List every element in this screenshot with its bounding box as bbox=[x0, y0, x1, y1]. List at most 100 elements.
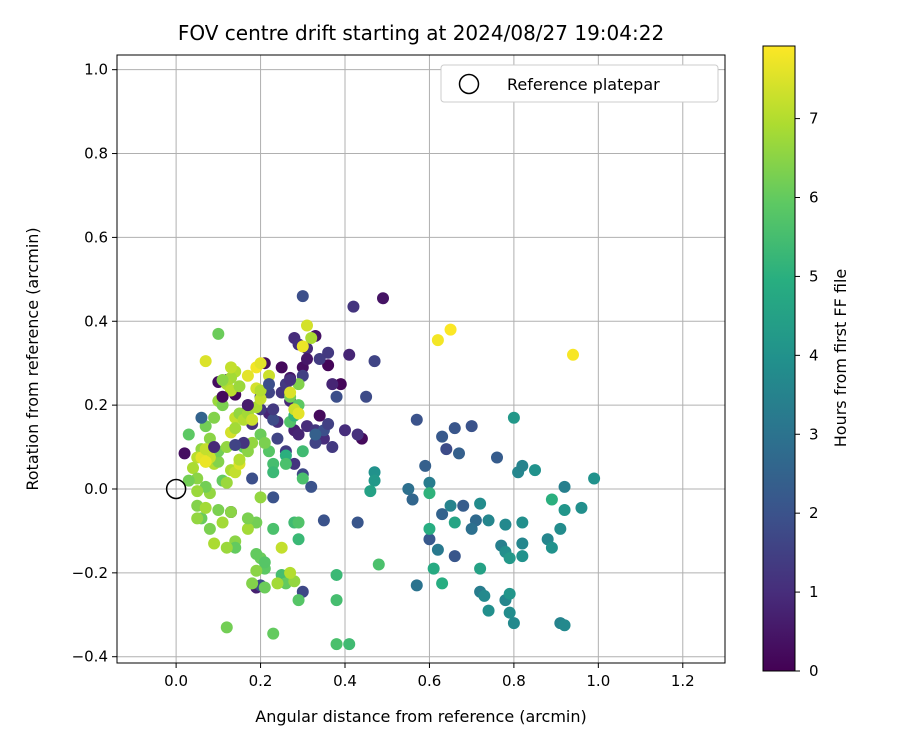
data-point bbox=[507, 617, 520, 630]
data-point bbox=[529, 464, 541, 477]
data-point bbox=[301, 353, 313, 365]
data-point bbox=[225, 506, 237, 519]
data-point bbox=[199, 501, 212, 514]
data-point bbox=[246, 577, 259, 590]
data-point bbox=[347, 300, 360, 313]
data-point bbox=[225, 361, 237, 374]
data-point bbox=[427, 562, 440, 575]
data-point bbox=[229, 541, 242, 554]
data-point bbox=[254, 392, 267, 405]
colorbar-tick-label: 2 bbox=[809, 504, 819, 522]
data-point bbox=[246, 413, 259, 426]
colorbar-tick-label: 4 bbox=[809, 346, 819, 364]
data-point bbox=[212, 327, 225, 340]
data-point bbox=[284, 373, 297, 386]
legend-open-circle-icon bbox=[458, 73, 480, 95]
x-axis-label: Angular distance from reference (arcmin) bbox=[255, 707, 586, 726]
scatter-points bbox=[178, 290, 601, 651]
data-point bbox=[330, 390, 343, 403]
data-point bbox=[250, 547, 263, 560]
data-point bbox=[292, 428, 305, 441]
data-point bbox=[368, 355, 381, 368]
data-point bbox=[229, 422, 242, 435]
data-point bbox=[296, 445, 309, 458]
data-point bbox=[516, 459, 529, 472]
x-tick-label: 1.2 bbox=[671, 672, 695, 690]
plot-frame bbox=[116, 54, 726, 664]
data-point bbox=[292, 594, 305, 607]
data-point bbox=[212, 503, 225, 516]
data-point bbox=[436, 577, 449, 590]
data-point bbox=[246, 472, 259, 485]
data-point bbox=[267, 403, 280, 416]
data-point bbox=[284, 386, 297, 399]
data-point bbox=[503, 606, 516, 619]
data-point bbox=[457, 499, 470, 512]
legend-box bbox=[440, 64, 719, 103]
data-point bbox=[499, 518, 512, 531]
data-point bbox=[364, 485, 377, 498]
data-point bbox=[326, 378, 339, 391]
data-point bbox=[203, 522, 216, 535]
data-point bbox=[301, 319, 313, 332]
data-point bbox=[263, 378, 275, 391]
data-point bbox=[444, 323, 457, 336]
data-point bbox=[313, 409, 326, 422]
data-point bbox=[558, 503, 571, 516]
data-point bbox=[326, 441, 339, 454]
data-point bbox=[279, 457, 292, 470]
legend: Reference platepar bbox=[440, 64, 719, 103]
data-point bbox=[453, 447, 465, 460]
x-tick-label: 0.8 bbox=[502, 672, 526, 690]
data-point bbox=[317, 514, 330, 527]
y-tick-label: 1.0 bbox=[84, 61, 108, 79]
data-point bbox=[554, 522, 567, 535]
data-point bbox=[258, 581, 271, 594]
colorbar-tick-label: 5 bbox=[809, 267, 819, 285]
colorbar-tick-label: 7 bbox=[809, 110, 819, 128]
data-point bbox=[588, 472, 601, 485]
data-point bbox=[191, 512, 204, 525]
reference-point bbox=[165, 478, 187, 500]
data-point bbox=[199, 355, 212, 368]
x-tick-label: 0.4 bbox=[333, 672, 357, 690]
data-point bbox=[322, 417, 335, 430]
data-point bbox=[516, 550, 529, 563]
x-tick-label: 0.6 bbox=[418, 672, 442, 690]
data-point bbox=[241, 522, 254, 535]
data-point bbox=[199, 455, 212, 468]
data-point bbox=[187, 462, 199, 475]
colorbar-label: Hours from first FF file bbox=[831, 269, 850, 448]
data-point bbox=[258, 436, 271, 449]
data-point bbox=[275, 361, 288, 374]
data-point bbox=[575, 501, 588, 514]
x-tick-label: 0.2 bbox=[249, 672, 273, 690]
data-point bbox=[436, 508, 449, 521]
y-tick-label: 0.4 bbox=[84, 312, 108, 330]
data-point bbox=[478, 589, 491, 602]
data-point bbox=[208, 537, 221, 550]
data-point bbox=[377, 292, 389, 305]
data-point bbox=[267, 522, 280, 535]
data-point bbox=[292, 407, 305, 420]
data-point bbox=[250, 564, 263, 577]
data-point bbox=[296, 472, 309, 485]
data-point bbox=[305, 332, 318, 345]
data-point bbox=[216, 390, 229, 403]
data-point bbox=[423, 533, 436, 546]
data-point bbox=[254, 384, 267, 397]
data-point bbox=[503, 587, 516, 600]
data-point bbox=[267, 466, 280, 479]
y-axis-label: Rotation from reference (arcmin) bbox=[23, 227, 42, 490]
y-tick-label: −0.4 bbox=[72, 648, 108, 666]
data-point bbox=[208, 441, 221, 454]
data-point bbox=[423, 522, 436, 535]
data-point bbox=[195, 411, 208, 424]
y-axis-ticks: −0.4 −0.2 0.0 0.2 0.4 0.6 0.8 1.0 bbox=[72, 61, 117, 666]
data-point bbox=[368, 474, 381, 487]
data-point bbox=[465, 420, 478, 433]
data-point bbox=[406, 493, 419, 506]
colorbar-gradient bbox=[762, 45, 796, 672]
data-point bbox=[208, 411, 221, 424]
data-point bbox=[267, 627, 280, 640]
